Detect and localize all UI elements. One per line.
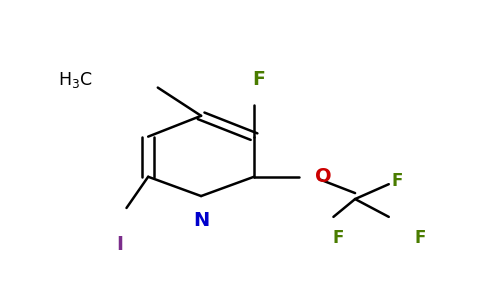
Text: F: F [252, 70, 265, 89]
Text: F: F [391, 172, 403, 190]
Text: H$_3$C: H$_3$C [58, 70, 93, 90]
Text: F: F [414, 229, 426, 247]
Text: N: N [193, 211, 209, 230]
Text: I: I [116, 235, 123, 254]
Text: F: F [333, 229, 344, 247]
Text: O: O [315, 167, 331, 186]
